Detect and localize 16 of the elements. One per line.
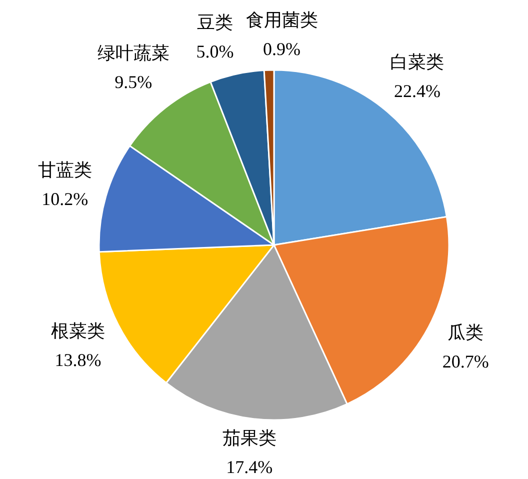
slice-label: 根菜类 — [51, 320, 106, 341]
slice-label: 绿叶蔬菜 — [97, 42, 170, 63]
slice-label: 甘蓝类 — [38, 160, 92, 180]
data-label: 17.4% — [226, 457, 273, 477]
data-label: 20.7% — [442, 351, 489, 372]
data-label: 5.0% — [196, 41, 234, 62]
data-label: 13.8% — [54, 350, 102, 370]
slice-label: 茄果类 — [222, 428, 276, 448]
slice-label: 瓜类 — [448, 322, 484, 342]
data-label: 22.4% — [394, 80, 440, 101]
data-label: 0.9% — [263, 39, 301, 60]
data-label: 9.5% — [114, 72, 152, 92]
slice-label: 白菜类 — [390, 52, 444, 72]
data-label: 10.2% — [42, 189, 88, 210]
slice-label: 食用菌类 — [246, 10, 318, 30]
slice-label: 豆类 — [197, 12, 234, 32]
